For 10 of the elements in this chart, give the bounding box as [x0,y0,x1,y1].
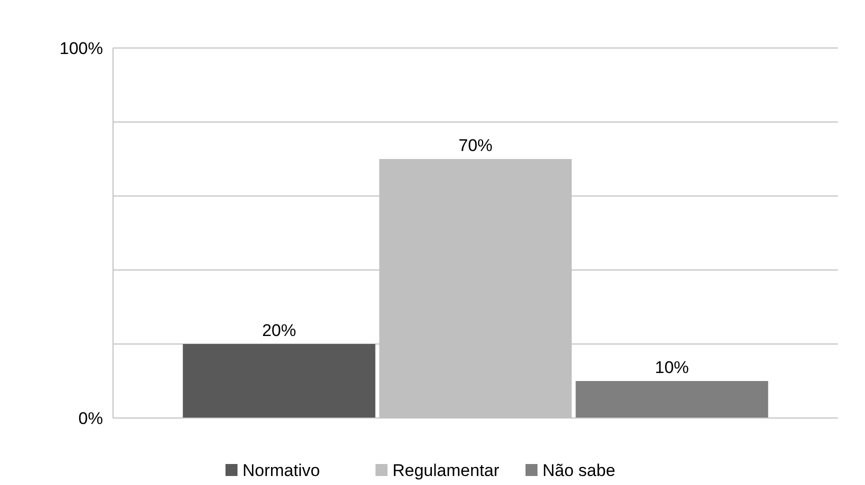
y-tick-label: 0% [78,408,103,428]
legend-label: Não sabe [542,460,616,480]
y-tick-label: 100% [60,38,103,58]
bar [576,381,768,418]
data-label: 20% [262,321,296,340]
legend-label: Normativo [242,460,320,480]
data-label: 10% [654,358,689,377]
bar [182,344,376,418]
legend-label: Regulamentar [392,460,500,480]
data-label: 70% [458,136,493,155]
